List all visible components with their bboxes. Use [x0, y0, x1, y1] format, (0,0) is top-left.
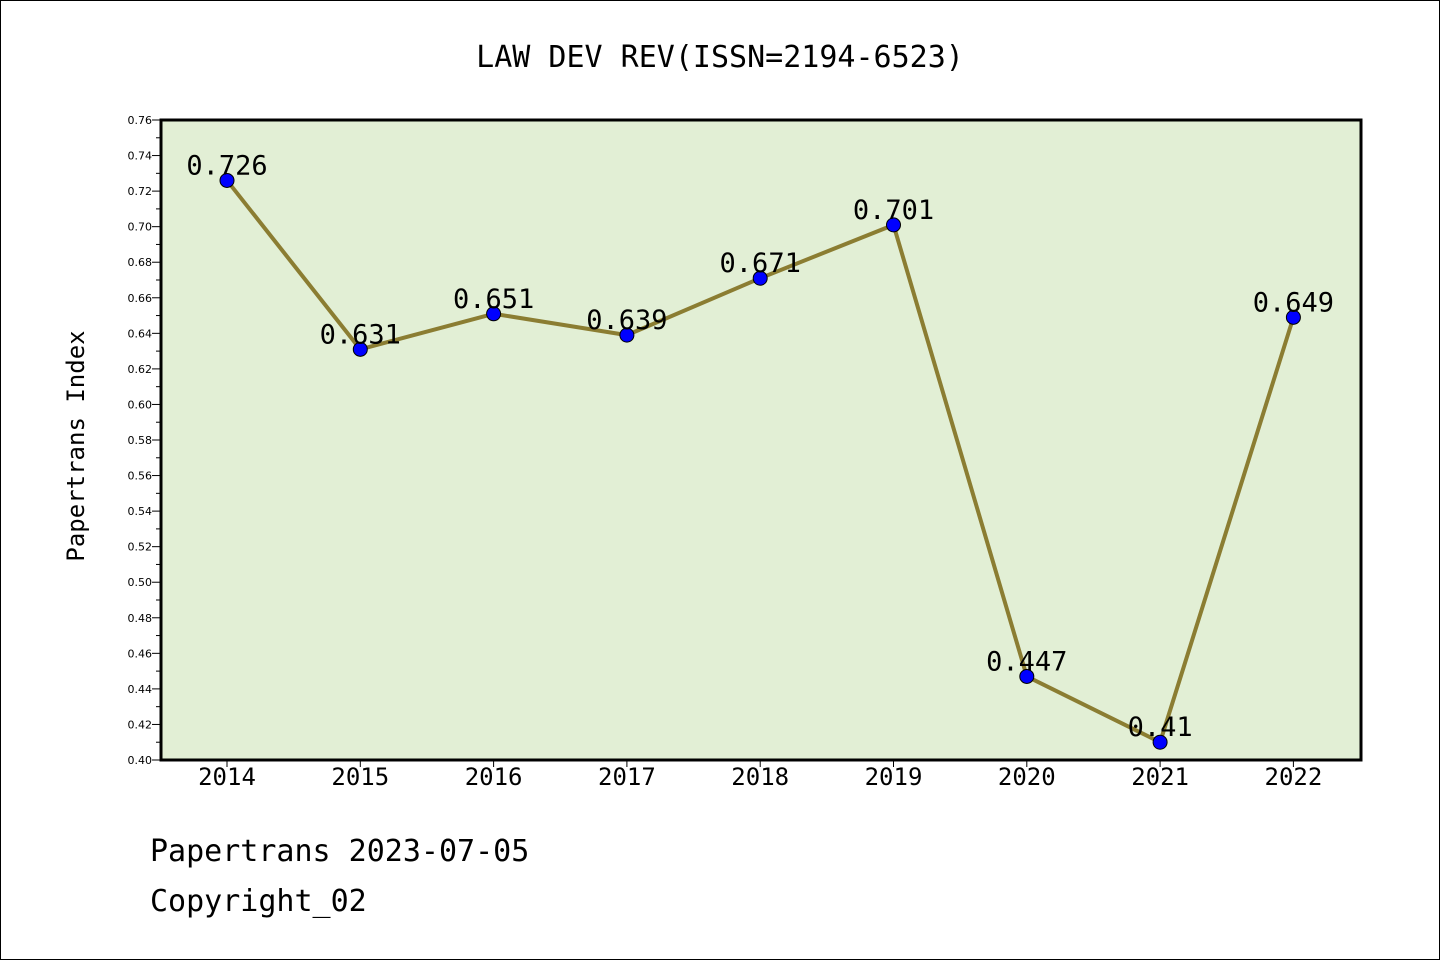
- y-tick-label: 0.72: [128, 185, 153, 198]
- data-label: 0.726: [186, 150, 267, 181]
- data-label: 0.651: [453, 284, 534, 315]
- x-tick-label: 2021: [1131, 763, 1189, 791]
- y-tick-label: 0.60: [128, 398, 153, 411]
- x-tick-label: 2018: [731, 763, 789, 791]
- data-label: 0.41: [1128, 712, 1193, 743]
- y-tick-label: 0.46: [128, 647, 153, 660]
- y-tick-label: 0.56: [128, 470, 153, 483]
- y-tick-label: 0.52: [128, 541, 153, 554]
- data-label: 0.639: [586, 305, 667, 336]
- data-point: [219, 172, 235, 188]
- y-tick-label: 0.70: [128, 221, 153, 234]
- x-axis: 2014 2015 2016 2017 2018 2019 2020 2021 2022: [198, 760, 1322, 791]
- data-label: 0.701: [853, 195, 934, 226]
- y-tick-label: 0.54: [128, 505, 153, 518]
- y-tick-label: 0.42: [128, 718, 153, 731]
- data-point: [1019, 668, 1035, 684]
- x-tick-label: 2016: [465, 763, 523, 791]
- data-point: [352, 341, 368, 357]
- data-point: [486, 306, 502, 322]
- y-tick-label: 0.76: [128, 114, 153, 127]
- data-label: 0.649: [1253, 287, 1334, 318]
- data-point: [752, 270, 768, 286]
- y-axis-label: Papertrans Index: [62, 330, 90, 561]
- y-tick-label: 0.74: [128, 150, 153, 163]
- y-tick-label: 0.58: [128, 434, 153, 447]
- x-tick-label: 2015: [331, 763, 389, 791]
- y-tick-label: 0.40: [128, 754, 153, 767]
- y-tick-label: 0.48: [128, 612, 153, 625]
- x-tick-label: 2022: [1265, 763, 1323, 791]
- data-label: 0.671: [720, 248, 801, 279]
- y-tick-label: 0.64: [128, 327, 153, 340]
- data-label: 0.447: [986, 646, 1067, 677]
- x-tick-label: 2014: [198, 763, 256, 791]
- data-point: [886, 217, 901, 233]
- data-points: [219, 172, 1301, 750]
- x-tick-label: 2020: [998, 763, 1056, 791]
- x-tick-label: 2017: [598, 763, 656, 791]
- footer-copyright: Copyright_02: [150, 884, 367, 919]
- data-point: [1152, 734, 1168, 750]
- data-point: [1285, 309, 1301, 325]
- chart-title: LAW DEV REV(ISSN=2194-6523): [476, 40, 964, 75]
- x-tick-label: 2019: [865, 763, 923, 791]
- y-tick-label: 0.62: [128, 363, 153, 376]
- y-tick-label: 0.66: [128, 292, 153, 305]
- data-label: 0.631: [320, 319, 401, 350]
- plot-area: [161, 120, 1361, 760]
- y-tick-label: 0.68: [128, 256, 153, 269]
- data-labels: 0.726 0.631 0.651 0.639 0.671 0.701 0.447 0.41 0…: [186, 150, 1334, 743]
- y-tick-label: 0.44: [128, 683, 153, 696]
- y-axis: 0.40 0.42 0.44 0.46 0.48 0.50 0.52 0.54 0.56 0.58…: [128, 114, 161, 767]
- y-tick-label: 0.50: [128, 576, 153, 589]
- plot-border: [159, 118, 1363, 762]
- footer-date: Papertrans 2023-07-05: [150, 834, 530, 869]
- data-point: [619, 327, 635, 343]
